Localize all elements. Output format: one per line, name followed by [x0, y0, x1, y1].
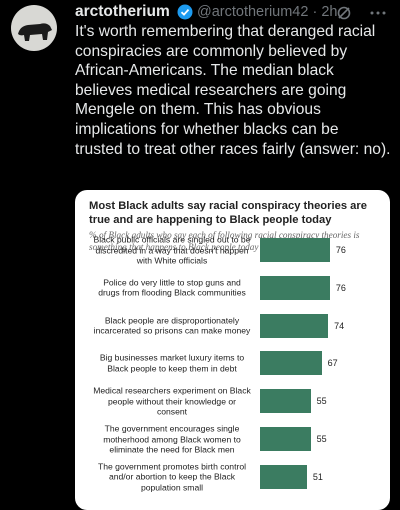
value-label: 67 — [327, 358, 338, 369]
category-label: Big businesses market luxury items to Bl… — [99, 352, 245, 374]
category-label: Black people are disproportionately inca… — [93, 315, 251, 336]
value-label: 76 — [335, 245, 346, 255]
bar — [260, 464, 307, 489]
user-name[interactable]: arctotherium — [75, 3, 170, 20]
value-label: 74 — [334, 320, 345, 331]
chart-card: Most Black adults say racial conspiracy … — [75, 190, 390, 510]
avatar[interactable] — [10, 4, 58, 52]
category-label: Black public officials are singled out t… — [93, 234, 251, 266]
verified-badge — [177, 4, 193, 20]
bar — [260, 427, 311, 451]
value-label: 55 — [316, 396, 327, 407]
handle-time: @arctotherium42 · 2h — [197, 4, 338, 20]
tweet-line: implications for whether blacks can be — [75, 120, 339, 138]
bar — [260, 389, 311, 414]
bar — [260, 238, 330, 262]
value-label: 55 — [316, 434, 327, 444]
category-label: The government promotes birth control an… — [97, 461, 247, 493]
chart-subtitle: % of Black adults who say each of follow… — [89, 230, 360, 252]
bar — [260, 313, 329, 338]
tweet-line: believes medical researchers are going — [75, 81, 347, 99]
grok-icon[interactable] — [336, 5, 352, 21]
bar — [260, 351, 322, 376]
category-label: The government encourages single motherh… — [103, 423, 241, 455]
tweet-line: It's worth remembering that deranged rac… — [75, 23, 376, 40]
chart-title: Most Black adults say racial conspiracy … — [89, 200, 367, 226]
post-time[interactable]: 2h — [321, 4, 338, 20]
tweet-line: conspiracies are commonly believed by — [75, 42, 348, 60]
tweet-line: trusted to treat other races fairly (ans… — [75, 140, 391, 158]
value-label: 76 — [335, 282, 346, 293]
value-label: 51 — [312, 471, 323, 482]
more-icon[interactable] — [368, 5, 388, 21]
category-label: Police do very little to stop guns and d… — [98, 277, 246, 298]
user-handle[interactable]: @arctotherium42 — [197, 4, 309, 20]
tweet-text: It's worth remembering that deranged rac… — [75, 22, 390, 159]
category-label: Medical researchers experiment on Black … — [93, 385, 251, 417]
tweet-line: Mengele on them. This has obvious — [75, 101, 321, 119]
tweet-line: African-Americans. The median black — [75, 62, 334, 80]
bar — [260, 275, 330, 300]
